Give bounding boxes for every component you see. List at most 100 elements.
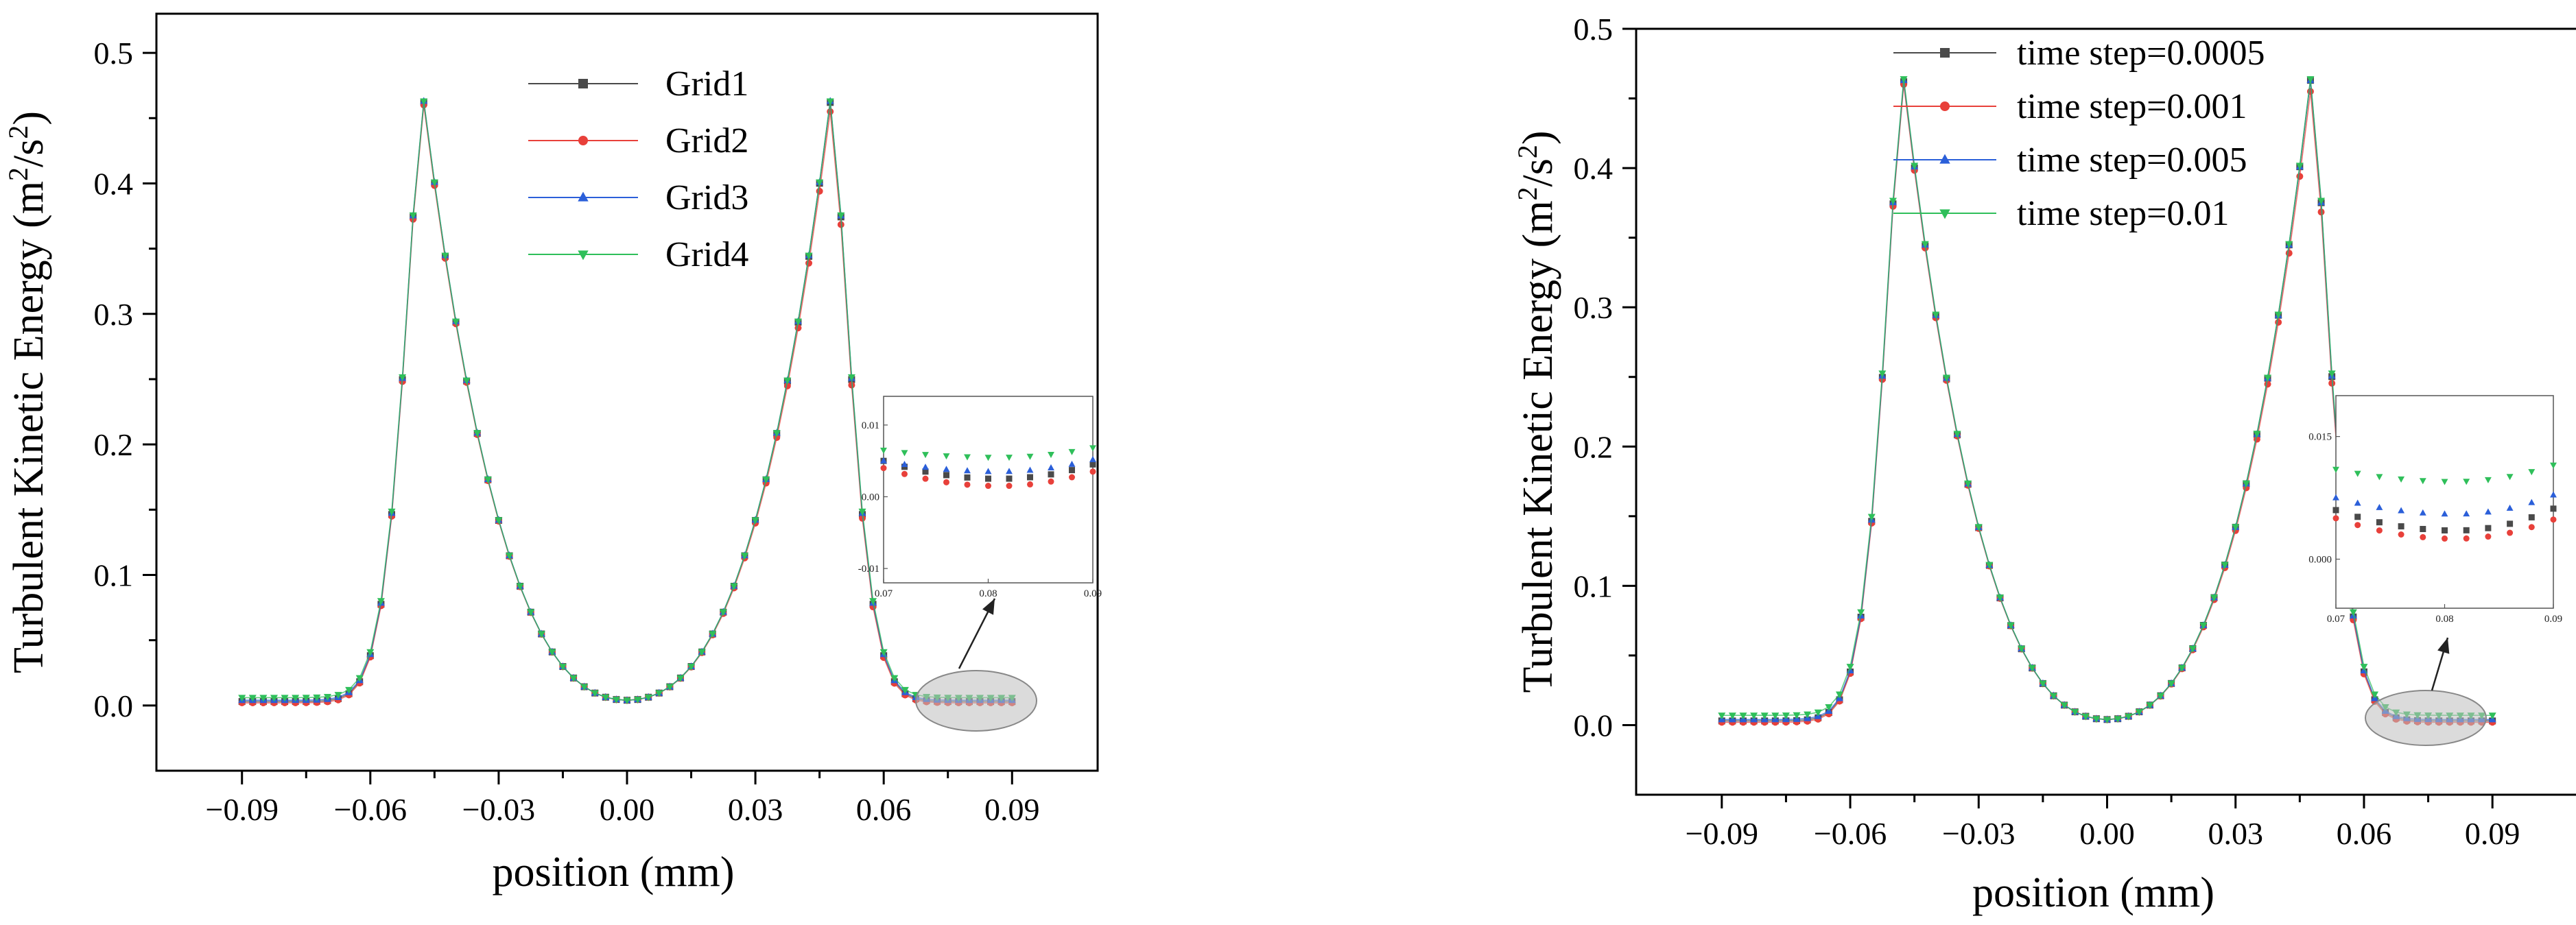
- right-chart-panel: −0.09 −0.06 −0.03 0.00 0.03 0.06 0.09 0.0 0.1 0.2…: [1512, 12, 2576, 916]
- inset-data-point: [1048, 452, 1054, 459]
- data-point: [2317, 197, 2326, 205]
- inset-data-point: [1068, 460, 1076, 467]
- inset-data-point: [922, 468, 929, 475]
- inset-x-tick-label: 0.07: [875, 588, 893, 599]
- x-tick-label: −0.06: [1814, 816, 1887, 851]
- zoom-highlight-ellipse: [915, 670, 1037, 732]
- data-point: [430, 179, 438, 187]
- inset-data-point: [984, 455, 992, 461]
- data-point: [2018, 645, 2026, 653]
- data-point: [1825, 704, 1833, 711]
- y-tick-label: 0.0: [1574, 708, 1614, 743]
- data-point: [730, 583, 738, 590]
- data-point: [441, 252, 449, 260]
- inset-x-tick-label: 0.07: [2327, 614, 2345, 625]
- legend-label: time step=0.001: [2017, 87, 2247, 126]
- data-point: [847, 374, 855, 381]
- inset-y-tick-label: 0.00: [862, 492, 879, 503]
- y-axis-title-part: /s: [5, 139, 52, 167]
- inset-data-point: [1006, 483, 1013, 490]
- y-axis-title: Turbulent Kinetic Energy (m2/s2): [3, 111, 52, 673]
- data-point: [334, 692, 342, 699]
- data-point: [2146, 702, 2154, 710]
- x-tick-label: −0.09: [206, 792, 279, 827]
- inset-data-point: [2485, 525, 2492, 531]
- inset-data-point: [1089, 455, 1096, 462]
- y-axis-title-superscript: 2: [1512, 145, 1543, 158]
- inset-data-point: [2528, 469, 2536, 476]
- inset-x-tick-label: 0.09: [1084, 588, 1102, 599]
- inset-data-point: [2332, 494, 2339, 501]
- data-point: [2296, 173, 2304, 180]
- data-point: [805, 252, 813, 260]
- data-point: [1921, 241, 1929, 248]
- inset-data-point: [2550, 505, 2557, 512]
- y-axis-title-superscript: 2: [1512, 187, 1543, 200]
- data-point: [901, 686, 909, 694]
- data-point: [1867, 514, 1876, 521]
- data-point: [1932, 311, 1940, 319]
- inset-data-point: [943, 479, 949, 485]
- data-point: [248, 695, 257, 702]
- data-point: [772, 430, 781, 437]
- inset-chart: 0.07 0.08 0.09 0.000 0.015: [2308, 395, 2562, 625]
- data-point: [698, 649, 706, 656]
- inset-data-point: [2376, 474, 2383, 481]
- inset-data-point: [1068, 448, 1076, 455]
- data-point: [2135, 709, 2143, 717]
- x-tick-label: 0.06: [2337, 816, 2392, 851]
- data-point: [1974, 524, 1983, 531]
- x-tick-label: 0.03: [728, 792, 783, 827]
- inset-data-point: [1027, 474, 1033, 481]
- data-point: [602, 694, 610, 701]
- data-point: [751, 517, 759, 525]
- inset-data-point: [984, 468, 992, 474]
- data-point: [580, 684, 589, 691]
- data-point: [2285, 250, 2293, 257]
- inset-data-point: [2376, 503, 2383, 510]
- data-point: [1804, 711, 1812, 719]
- y-tick-label: 0.0: [94, 688, 134, 723]
- data-point: [634, 697, 642, 704]
- data-point: [569, 675, 578, 682]
- inset-data-point: [1006, 475, 1013, 482]
- inset-data-point: [2332, 466, 2339, 473]
- inset-data-point: [2550, 491, 2557, 498]
- y-tick-label: 0.1: [94, 557, 134, 592]
- y-tick-label: 0.4: [1574, 151, 1614, 186]
- data-point: [548, 649, 556, 656]
- data-point: [794, 324, 802, 332]
- data-point: [506, 553, 513, 560]
- inset-data-point: [1048, 478, 1054, 485]
- y-axis-title: Turbulent Kinetic Energy (m2/s2): [1512, 130, 1561, 693]
- inset-data-point: [2506, 504, 2514, 511]
- data-point: [2349, 609, 2357, 616]
- data-point: [1739, 712, 1747, 720]
- x-tick-label: 0.06: [856, 792, 912, 827]
- inset-series-time-step-0-01: [2332, 462, 2557, 485]
- data-point: [741, 553, 748, 560]
- data-point: [495, 517, 503, 525]
- data-point: [858, 508, 866, 516]
- inset-data-point: [2376, 519, 2383, 526]
- data-point: [837, 221, 844, 228]
- inset-data-point: [1006, 455, 1013, 461]
- inset-data-point: [1006, 468, 1013, 474]
- legend-marker: [1940, 101, 1950, 111]
- data-point: [473, 430, 482, 437]
- data-point: [1835, 691, 1843, 699]
- data-point: [527, 609, 535, 616]
- inset-data-point: [1089, 468, 1096, 475]
- inset-data-point: [2354, 470, 2361, 477]
- data-point: [355, 675, 364, 682]
- inset-data-point: [2463, 510, 2470, 517]
- data-point: [270, 695, 278, 702]
- data-point: [2103, 717, 2111, 724]
- data-point: [2232, 524, 2240, 531]
- y-tick-label: 0.2: [94, 427, 134, 462]
- data-point: [612, 697, 620, 704]
- inset-series-time-step-0-001: [2332, 515, 2557, 542]
- legend-marker: [1940, 48, 1950, 58]
- data-point: [420, 98, 428, 106]
- inset-data-point: [2484, 477, 2492, 483]
